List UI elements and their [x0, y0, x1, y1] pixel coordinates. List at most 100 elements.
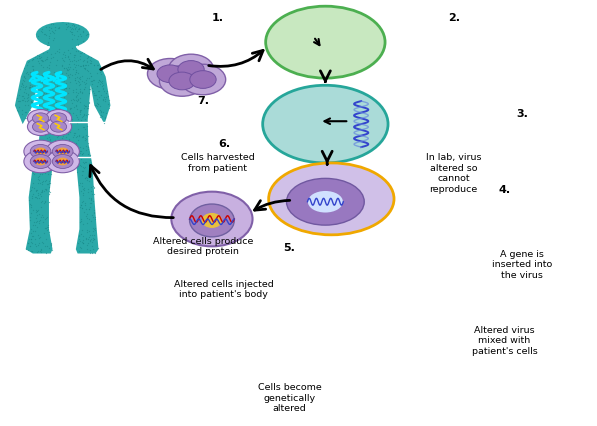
- Point: [70, 144, 80, 151]
- Point: [56, 94, 66, 101]
- Point: [73, 98, 82, 105]
- Point: [21, 115, 30, 122]
- Point: [36, 191, 45, 198]
- Point: [35, 104, 44, 110]
- Point: [32, 224, 41, 231]
- Point: [13, 98, 23, 105]
- Point: [46, 112, 56, 119]
- Text: 6.: 6.: [218, 139, 230, 149]
- Point: [59, 52, 68, 58]
- Point: [30, 155, 40, 162]
- Circle shape: [57, 148, 69, 156]
- Point: [35, 220, 44, 227]
- Point: [48, 101, 58, 107]
- Point: [84, 100, 94, 107]
- Point: [70, 97, 79, 104]
- Point: [42, 181, 52, 188]
- Point: [78, 205, 87, 212]
- Point: [20, 89, 29, 96]
- Point: [35, 155, 44, 162]
- Point: [86, 197, 96, 204]
- Point: [85, 70, 94, 77]
- Point: [88, 191, 97, 198]
- Point: [53, 123, 62, 130]
- Point: [44, 75, 54, 82]
- Point: [97, 114, 106, 121]
- Point: [72, 119, 82, 126]
- Point: [33, 89, 43, 95]
- Point: [38, 73, 47, 80]
- Point: [87, 195, 96, 201]
- Point: [93, 245, 103, 252]
- Point: [100, 115, 110, 121]
- Point: [75, 219, 85, 226]
- Point: [63, 117, 72, 124]
- Point: [43, 143, 53, 150]
- Point: [18, 82, 27, 89]
- Point: [84, 206, 93, 213]
- Point: [99, 88, 109, 95]
- Point: [33, 176, 43, 183]
- Point: [53, 72, 62, 78]
- Point: [80, 66, 90, 72]
- Point: [42, 187, 51, 194]
- Point: [23, 95, 33, 102]
- Point: [43, 103, 53, 109]
- Point: [39, 92, 48, 99]
- Circle shape: [178, 61, 204, 79]
- Point: [73, 96, 83, 103]
- Point: [37, 247, 47, 253]
- Point: [45, 157, 54, 164]
- Circle shape: [45, 118, 72, 136]
- Point: [54, 140, 64, 147]
- Point: [75, 181, 84, 187]
- Point: [78, 50, 87, 57]
- Point: [71, 86, 81, 93]
- Point: [31, 209, 41, 216]
- Point: [19, 94, 28, 101]
- Point: [41, 187, 50, 193]
- Point: [40, 57, 50, 64]
- Point: [37, 149, 47, 155]
- Point: [72, 36, 82, 43]
- Point: [36, 214, 45, 221]
- Point: [30, 73, 40, 80]
- Point: [27, 230, 36, 236]
- Point: [64, 110, 74, 117]
- Point: [44, 222, 53, 229]
- Point: [35, 234, 45, 241]
- Point: [27, 248, 36, 255]
- Point: [58, 84, 67, 91]
- Point: [85, 153, 95, 159]
- Point: [54, 115, 63, 122]
- Point: [33, 180, 43, 187]
- Point: [50, 30, 59, 37]
- Point: [76, 202, 86, 209]
- Point: [70, 72, 79, 78]
- Point: [79, 233, 88, 240]
- Point: [76, 238, 85, 245]
- Point: [92, 100, 101, 106]
- Point: [23, 97, 33, 104]
- Point: [54, 75, 64, 81]
- Point: [85, 234, 94, 241]
- Point: [89, 62, 99, 69]
- Point: [23, 240, 33, 247]
- Point: [30, 55, 40, 61]
- Point: [55, 96, 64, 103]
- Point: [31, 79, 41, 86]
- Point: [36, 155, 45, 162]
- Point: [91, 103, 100, 109]
- Point: [69, 27, 78, 34]
- Point: [26, 202, 35, 209]
- Point: [20, 66, 29, 72]
- Point: [59, 66, 69, 72]
- Point: [52, 129, 61, 136]
- Point: [97, 84, 107, 91]
- Point: [52, 112, 61, 119]
- Point: [26, 236, 35, 243]
- Point: [99, 94, 109, 101]
- Point: [70, 64, 80, 71]
- Point: [22, 98, 32, 105]
- Point: [47, 141, 57, 147]
